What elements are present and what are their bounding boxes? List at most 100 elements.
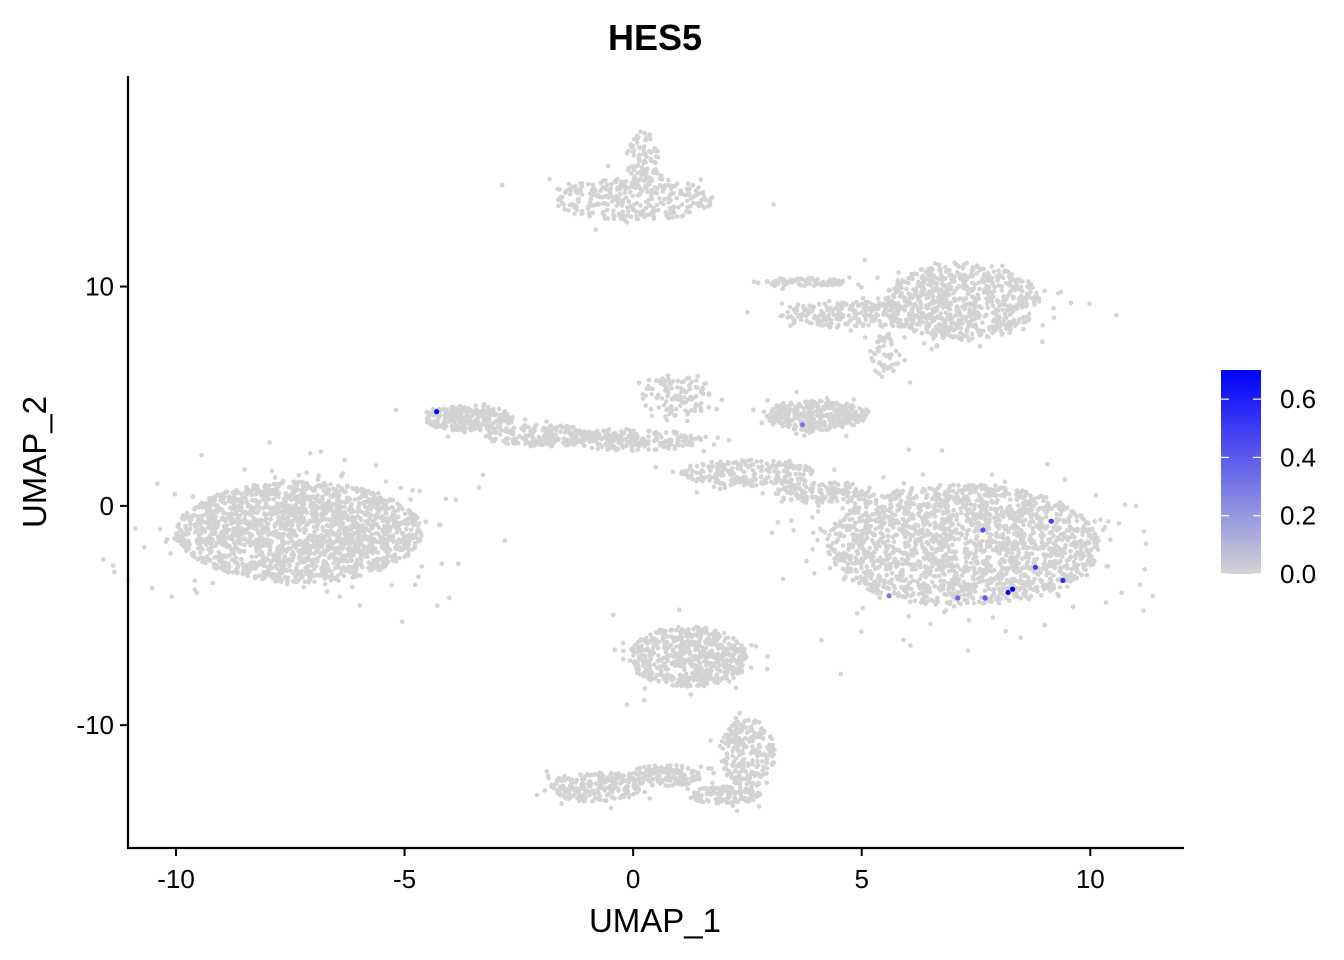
cell-point xyxy=(214,540,220,545)
cell-point xyxy=(963,541,968,546)
cell-point xyxy=(564,438,569,443)
cell-point xyxy=(221,515,226,521)
cell-point xyxy=(246,502,251,508)
cell-point xyxy=(1103,600,1109,605)
cell-point xyxy=(352,520,357,525)
cell-point xyxy=(1079,572,1084,578)
cell-point xyxy=(1116,521,1122,526)
cell-point xyxy=(356,535,362,541)
cell-point xyxy=(251,484,256,490)
cell-point xyxy=(234,487,239,493)
cell-point xyxy=(877,595,882,601)
cell-point xyxy=(1013,578,1019,584)
cell-point xyxy=(302,579,308,584)
cell-point xyxy=(206,502,211,507)
cell-point xyxy=(342,504,347,510)
cell-point xyxy=(963,512,969,518)
cell-point xyxy=(1028,493,1033,498)
cell-point xyxy=(257,560,262,565)
cell-point xyxy=(587,439,593,444)
cell-point xyxy=(1074,575,1080,581)
cell-point xyxy=(1006,512,1011,518)
cell-point xyxy=(1072,535,1077,540)
cell-point xyxy=(926,503,931,508)
cell-point xyxy=(687,473,693,479)
cell-point xyxy=(924,565,930,570)
cell-point xyxy=(352,497,358,502)
cell-point xyxy=(925,520,931,526)
cell-point xyxy=(695,373,700,379)
cell-point xyxy=(1065,584,1070,589)
cell-point xyxy=(920,545,926,551)
cell-point xyxy=(317,483,322,488)
cell-point xyxy=(682,471,687,477)
cell-point xyxy=(210,580,215,586)
cell-point xyxy=(220,494,226,500)
cell-point xyxy=(885,533,891,539)
cell-point xyxy=(595,446,600,452)
cell-point xyxy=(352,567,358,573)
cell-point xyxy=(481,407,486,413)
cell-point xyxy=(278,579,284,584)
cell-point xyxy=(797,472,803,477)
cell-point xyxy=(677,434,683,440)
cell-point xyxy=(570,441,576,446)
cell-point xyxy=(665,393,670,399)
cell-point xyxy=(890,511,895,517)
cell-point xyxy=(309,544,314,549)
cell-point xyxy=(370,490,376,496)
cell-point xyxy=(934,502,940,507)
cell-point xyxy=(845,494,850,499)
cell-point xyxy=(668,442,674,447)
cell-point xyxy=(830,540,836,546)
cell-point xyxy=(424,410,430,415)
cell-point xyxy=(681,395,687,400)
cell-point xyxy=(758,459,764,464)
cell-point xyxy=(412,541,418,546)
cell-point xyxy=(348,510,354,515)
cell-point xyxy=(406,553,411,558)
cell-point xyxy=(943,608,949,613)
cell-point xyxy=(416,521,422,526)
cell-point xyxy=(1041,586,1047,592)
cell-point xyxy=(1043,514,1049,520)
cell-point xyxy=(1051,573,1056,578)
cell-point xyxy=(694,490,699,495)
cell-point xyxy=(370,562,376,568)
cell-point xyxy=(965,496,970,501)
cell-point xyxy=(860,605,866,611)
cell-point xyxy=(142,545,147,550)
cell-point xyxy=(216,550,222,555)
cell-point xyxy=(396,514,401,520)
cell-point xyxy=(399,619,405,624)
cell-point xyxy=(180,516,186,522)
cell-point xyxy=(855,510,861,515)
cell-point xyxy=(299,547,304,553)
cell-point xyxy=(809,489,815,495)
cell-point xyxy=(1104,564,1109,569)
cell-point xyxy=(938,504,943,510)
cell-point xyxy=(453,497,459,503)
cell-point xyxy=(1023,589,1028,594)
cell-point xyxy=(982,492,988,498)
cell-point xyxy=(274,501,280,507)
cell-point xyxy=(406,508,411,513)
cell-point xyxy=(921,521,926,526)
cell-point xyxy=(706,405,711,410)
cell-point xyxy=(1007,558,1012,563)
cell-point xyxy=(502,409,508,414)
cell-point xyxy=(369,541,375,546)
cell-point xyxy=(327,502,332,507)
cell-point xyxy=(717,468,722,473)
cell-point xyxy=(242,537,248,542)
cell-point xyxy=(378,534,383,540)
cell-point xyxy=(791,528,796,533)
cell-point xyxy=(209,549,214,554)
cell-point xyxy=(395,501,400,506)
cell-point xyxy=(202,519,207,525)
cell-point xyxy=(735,461,740,467)
cell-point xyxy=(350,575,356,580)
cell-point xyxy=(294,579,300,585)
cell-point xyxy=(366,544,372,549)
